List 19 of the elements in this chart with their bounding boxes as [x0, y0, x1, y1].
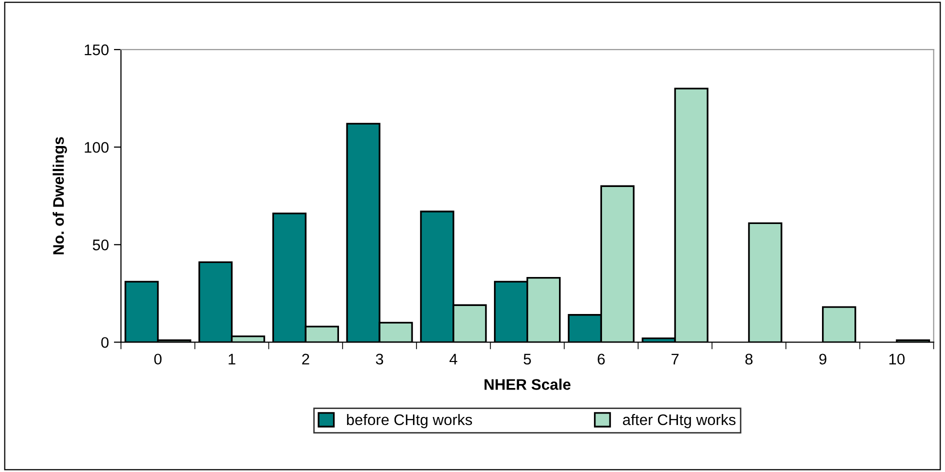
- y-tick-label: 50: [92, 240, 109, 250]
- x-tick-label: 5: [524, 354, 531, 365]
- x-axis-title: NHER Scale: [484, 378, 571, 390]
- legend-label: before CHtg works: [347, 414, 472, 428]
- x-tick-label: 9: [819, 354, 826, 365]
- y-axis-title: No. of Dwellings: [52, 137, 67, 254]
- x-tick-label: 4: [450, 354, 458, 364]
- x-tick-label: 10: [889, 354, 905, 365]
- y-tick-label: 100: [84, 142, 109, 153]
- x-tick-label: 1: [228, 354, 236, 364]
- x-tick-label: 8: [745, 354, 753, 365]
- y-tick-label: 150: [84, 44, 109, 56]
- y-tick-label: 0: [101, 337, 109, 348]
- x-tick-label: 6: [598, 354, 605, 365]
- legend-label: after CHtg works: [622, 414, 736, 428]
- x-tick-label: 7: [672, 354, 679, 364]
- x-tick-label: 3: [376, 354, 384, 365]
- x-tick-label: 0: [154, 354, 162, 365]
- x-tick-label: 2: [302, 354, 310, 364]
